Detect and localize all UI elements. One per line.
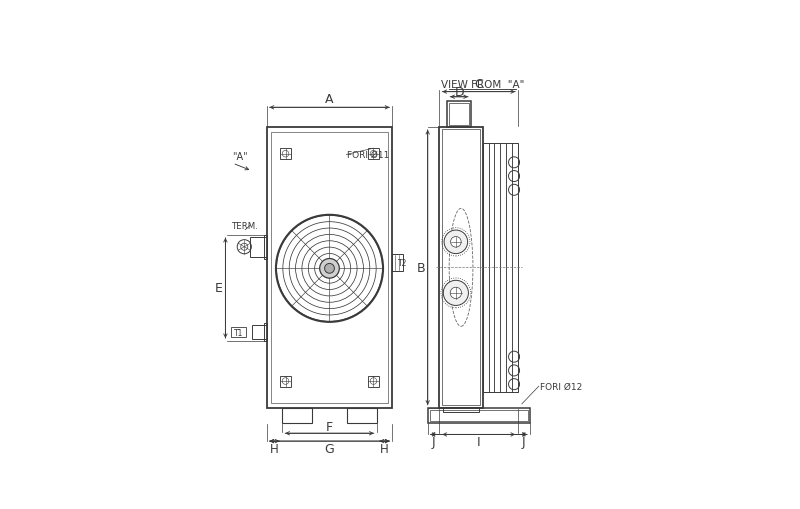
Bar	[282, 408, 312, 423]
Circle shape	[450, 237, 461, 248]
Text: H: H	[270, 443, 279, 456]
Text: B: B	[416, 261, 425, 274]
Bar	[430, 410, 528, 421]
Bar	[368, 376, 379, 387]
Text: "A": "A"	[233, 152, 248, 162]
Text: T2: T2	[398, 259, 408, 267]
Text: E: E	[214, 282, 222, 295]
Circle shape	[444, 231, 468, 254]
Ellipse shape	[325, 264, 334, 274]
Text: F: F	[326, 420, 333, 434]
Text: VIEW FROM  "A": VIEW FROM "A"	[441, 79, 524, 90]
Text: H: H	[380, 443, 389, 456]
Bar	[439, 128, 482, 408]
Bar	[392, 254, 403, 271]
Text: C: C	[474, 78, 483, 91]
Ellipse shape	[320, 259, 339, 278]
Text: T1: T1	[234, 328, 243, 337]
Text: D: D	[454, 86, 464, 99]
Bar	[428, 408, 530, 423]
Bar	[266, 128, 392, 408]
Bar	[347, 408, 377, 423]
Bar	[482, 144, 518, 392]
Bar	[447, 102, 471, 128]
Text: TERM.: TERM.	[232, 221, 258, 230]
Text: G: G	[325, 443, 334, 456]
Bar	[250, 237, 266, 257]
Circle shape	[443, 281, 469, 306]
Text: FORI Ø12: FORI Ø12	[539, 382, 582, 391]
Bar	[252, 325, 266, 340]
Text: A: A	[326, 93, 334, 106]
Text: J: J	[522, 435, 526, 448]
Bar	[280, 149, 291, 160]
Bar	[263, 236, 266, 259]
Text: I: I	[477, 435, 481, 448]
Bar	[450, 104, 469, 126]
Bar	[263, 324, 266, 342]
Bar	[442, 130, 480, 406]
Bar	[443, 407, 478, 413]
Bar	[271, 132, 388, 403]
Text: FORI Ø11: FORI Ø11	[347, 151, 390, 160]
Bar	[368, 149, 379, 160]
Bar	[280, 376, 291, 387]
Circle shape	[450, 288, 462, 299]
Text: J: J	[432, 435, 435, 448]
Bar	[230, 328, 246, 337]
